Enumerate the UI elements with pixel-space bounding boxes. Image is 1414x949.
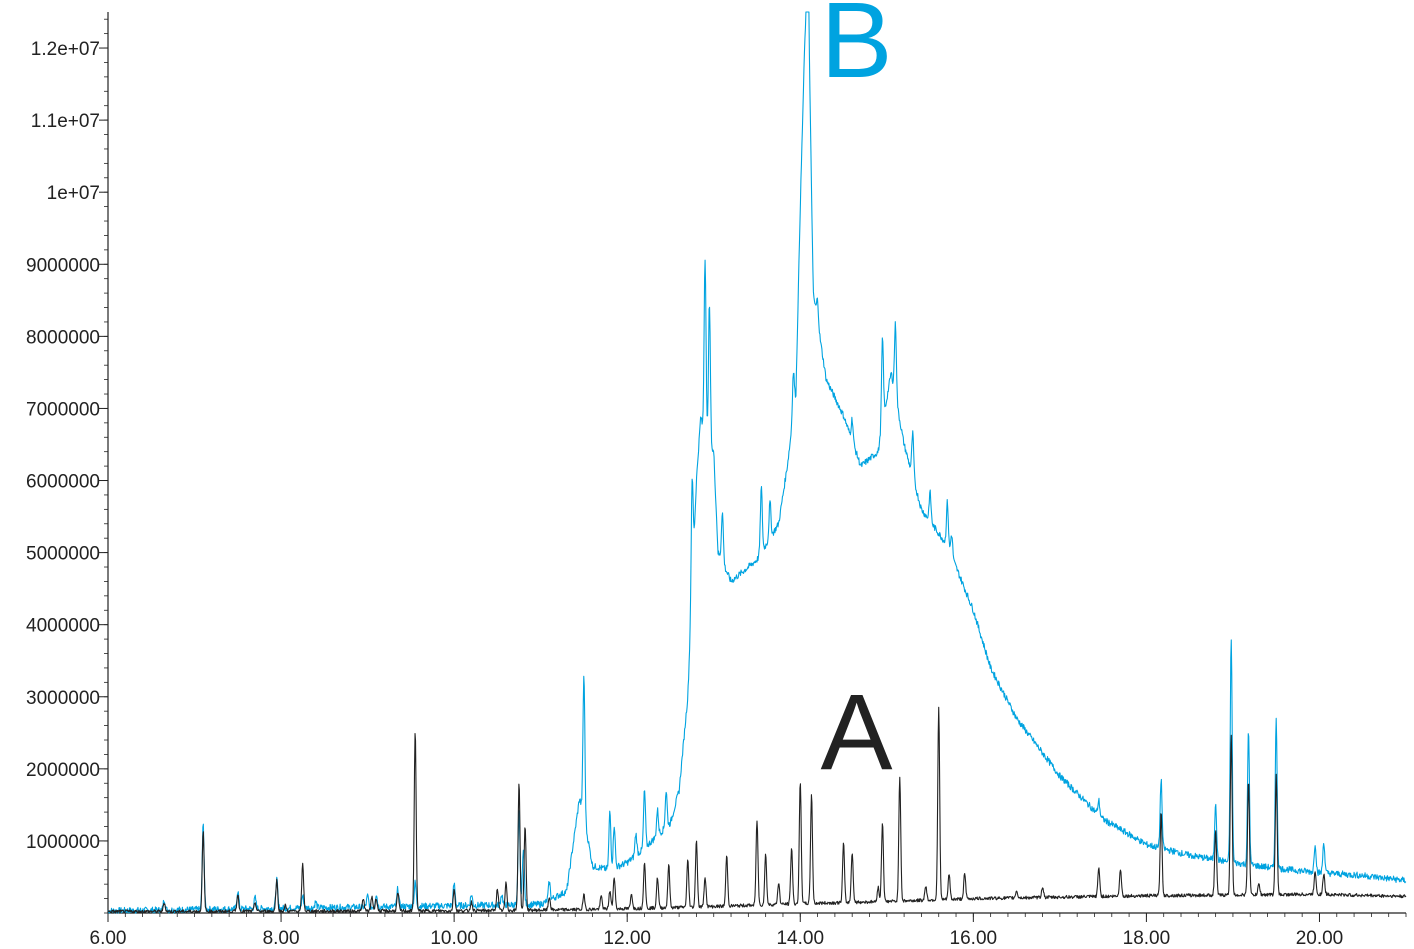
annotation-layer: BA: [820, 0, 892, 792]
y-tick-label: 1.1e+07: [31, 111, 100, 132]
series-layer: [107, 11, 1407, 914]
y-tick-label: 4000000: [26, 616, 100, 637]
series-line: [107, 11, 1407, 914]
y-tick-label: 1.2e+07: [31, 39, 100, 60]
x-tick-label: 6.00: [90, 928, 127, 949]
y-tick-label: 8000000: [26, 327, 100, 348]
y-axis: 1000000 2000000 3000000 4000000 5000000 60000…: [26, 12, 109, 914]
y-tick-label: 7000000: [26, 399, 100, 420]
x-tick-label: 8.00: [263, 928, 300, 949]
y-tick-label: 1000000: [26, 832, 100, 853]
x-axis: 6.00 8.00 10.00 12.00 14.00 16.00 18.00 20.00: [90, 912, 1407, 949]
x-tick-label: 14.00: [776, 928, 824, 949]
y-tick-label: 1e+07: [47, 183, 100, 204]
y-tick-label: 9000000: [26, 255, 100, 276]
series-line: [107, 706, 1407, 914]
x-tick-label: 10.00: [430, 928, 478, 949]
x-tick-label: 20.00: [1296, 928, 1344, 949]
x-tick-label: 18.00: [1123, 928, 1171, 949]
y-tick-label: 2000000: [26, 760, 100, 781]
x-tick-label: 16.00: [950, 928, 998, 949]
annotation-label: A: [820, 671, 892, 792]
annotation-label: B: [820, 0, 892, 100]
y-tick-label: 5000000: [26, 544, 100, 565]
y-tick-label: 3000000: [26, 688, 100, 709]
y-tick-label: 6000000: [26, 472, 100, 493]
x-tick-label: 12.00: [603, 928, 651, 949]
